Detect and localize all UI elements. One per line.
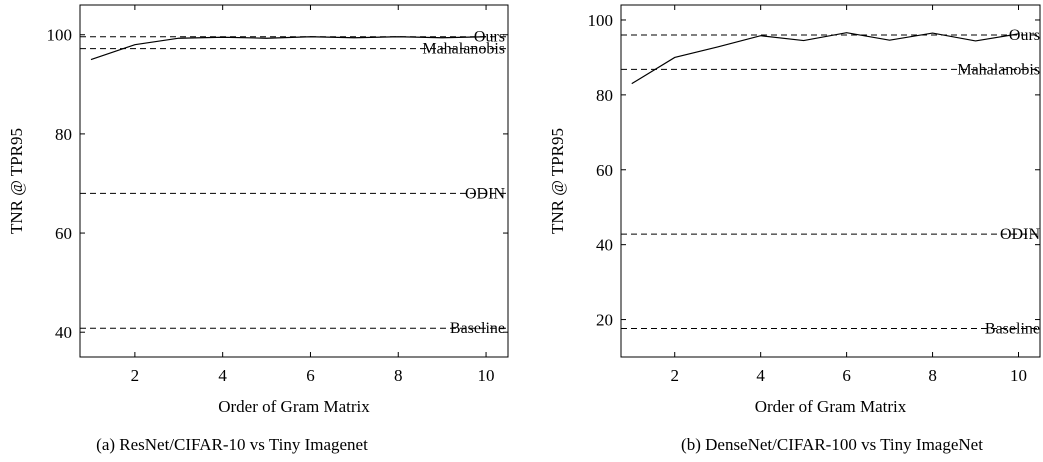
x-tick-label: 10 bbox=[1010, 366, 1027, 385]
x-tick-label: 6 bbox=[306, 366, 315, 385]
x-tick-label: 4 bbox=[756, 366, 765, 385]
x-axis-label: Order of Gram Matrix bbox=[218, 397, 370, 416]
y-tick-label: 80 bbox=[596, 86, 613, 105]
x-tick-label: 8 bbox=[928, 366, 937, 385]
y-tick-label: 60 bbox=[596, 161, 613, 180]
x-tick-label: 2 bbox=[131, 366, 140, 385]
series-line bbox=[90, 36, 487, 61]
series-line bbox=[631, 32, 1019, 85]
y-tick-label: 80 bbox=[55, 125, 72, 144]
y-tick-label: 100 bbox=[588, 11, 614, 30]
x-tick-label: 8 bbox=[394, 366, 403, 385]
reference-label-ours: Ours bbox=[1009, 27, 1040, 44]
y-axis-label: TNR @ TPR95 bbox=[7, 128, 26, 234]
chart-caption: (b) DenseNet/CIFAR-100 vs Tiny ImageNet bbox=[681, 435, 983, 454]
reference-label-odin: ODIN bbox=[1000, 226, 1040, 243]
y-tick-label: 100 bbox=[47, 26, 73, 45]
reference-label-baseline: Baseline bbox=[450, 320, 505, 337]
y-axis-label: TNR @ TPR95 bbox=[548, 128, 567, 234]
chart-b: 2 4 6 8 10 20 40 60 80 100 Ours Mahalanobis ODIN Base… bbox=[548, 4, 1041, 454]
y-tick-label: 40 bbox=[596, 236, 613, 255]
x-axis-label: Order of Gram Matrix bbox=[755, 397, 907, 416]
y-tick-label: 40 bbox=[55, 323, 72, 342]
reference-label-baseline: Baseline bbox=[985, 321, 1040, 338]
reference-label-mahalanobis: Mahalanobis bbox=[422, 41, 505, 58]
y-tick-label: 20 bbox=[596, 311, 613, 330]
x-tick-label: 2 bbox=[670, 366, 679, 385]
chart-caption: (a) ResNet/CIFAR-10 vs Tiny Imagenet bbox=[96, 435, 368, 454]
x-tick-label: 4 bbox=[218, 366, 227, 385]
plot-frame bbox=[620, 4, 1041, 358]
reference-label-ours: Ours bbox=[474, 29, 505, 46]
x-tick-label: 6 bbox=[842, 366, 851, 385]
plot-frame bbox=[79, 4, 509, 358]
reference-label-mahalanobis: Mahalanobis bbox=[957, 61, 1040, 78]
y-tick-label: 60 bbox=[55, 224, 72, 243]
x-tick-label: 10 bbox=[478, 366, 495, 385]
reference-label-odin: ODIN bbox=[465, 185, 505, 202]
